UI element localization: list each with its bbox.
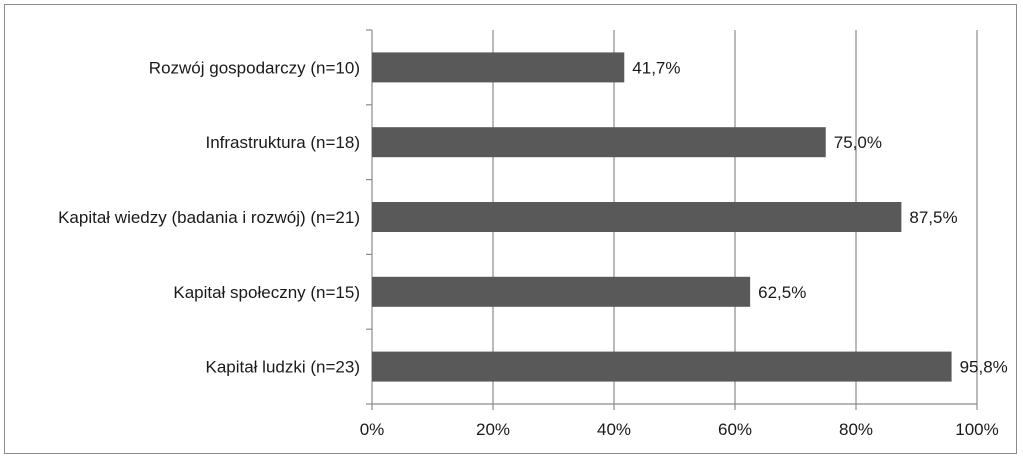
bar — [372, 351, 952, 382]
data-label: 41,7% — [632, 58, 680, 77]
data-label: 62,5% — [758, 283, 806, 302]
category-label: Kapitał ludzki (n=23) — [205, 358, 360, 377]
category-label: Kapitał wiedzy (badania i rozwój) (n=21) — [58, 208, 360, 227]
category-label: Rozwój gospodarczy (n=10) — [149, 58, 360, 77]
bar — [372, 276, 751, 307]
x-tick-label: 0% — [360, 420, 385, 439]
x-tick-label: 20% — [476, 420, 510, 439]
x-tick-label: 40% — [597, 420, 631, 439]
bar — [372, 52, 625, 83]
x-tick-label: 80% — [839, 420, 873, 439]
data-label: 87,5% — [909, 208, 957, 227]
data-label: 75,0% — [834, 133, 882, 152]
data-label: 95,8% — [960, 358, 1008, 377]
x-tick-label: 100% — [955, 420, 998, 439]
category-label: Kapitał społeczny (n=15) — [173, 283, 360, 302]
bar — [372, 127, 826, 158]
x-tick-label: 60% — [718, 420, 752, 439]
bar — [372, 202, 902, 232]
category-label: Infrastruktura (n=18) — [206, 133, 361, 152]
